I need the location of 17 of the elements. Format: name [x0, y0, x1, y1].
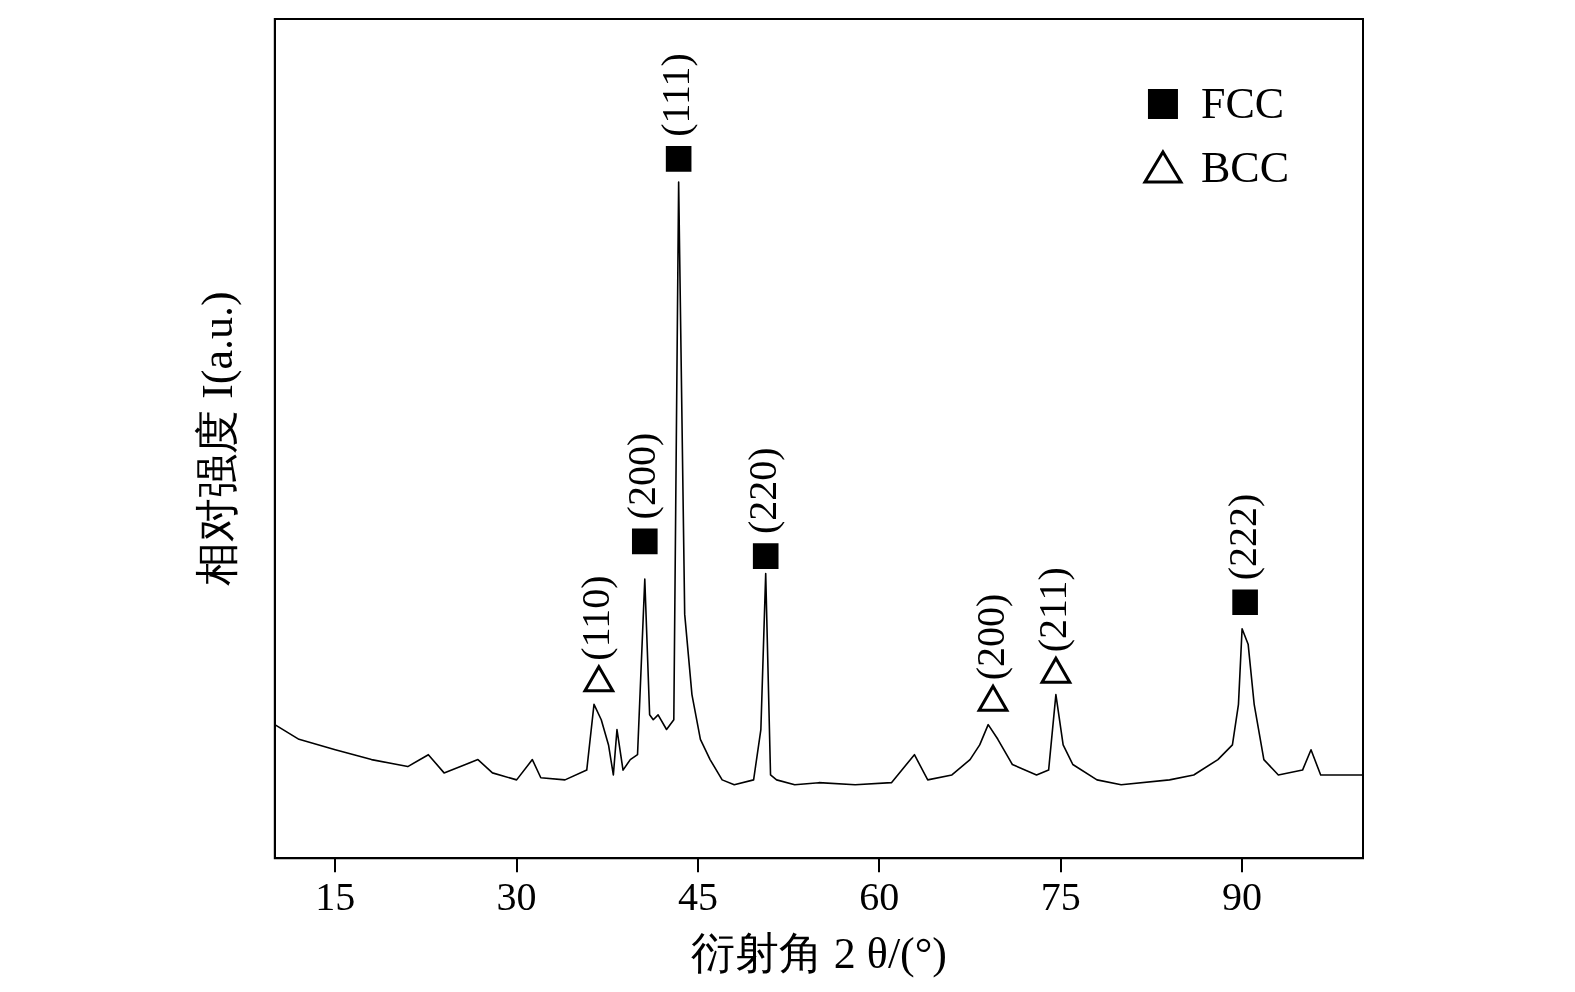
- x-axis-title: 衍射角 2 θ/(°): [690, 929, 947, 979]
- legend-label: FCC: [1200, 78, 1285, 128]
- x-tick-label: 75: [1040, 873, 1081, 919]
- x-tick-label: 30: [496, 873, 537, 919]
- x-tick-label: 60: [859, 873, 900, 919]
- annotation: (200): [619, 432, 665, 520]
- x-tick-label: 15: [315, 873, 356, 919]
- annotation: (200): [967, 593, 1013, 681]
- legend-label: BCC: [1200, 142, 1289, 192]
- annotation: (222): [1219, 493, 1265, 581]
- annotation: (110): [573, 575, 619, 661]
- x-tick-label: 90: [1222, 873, 1263, 919]
- x-tick-label: 45: [677, 873, 718, 919]
- y-axis-title: 相对强度 I(a.u.): [192, 291, 242, 586]
- annotation: (111): [653, 53, 699, 137]
- annotation: (211): [1030, 567, 1076, 653]
- annotation: (220): [740, 447, 786, 535]
